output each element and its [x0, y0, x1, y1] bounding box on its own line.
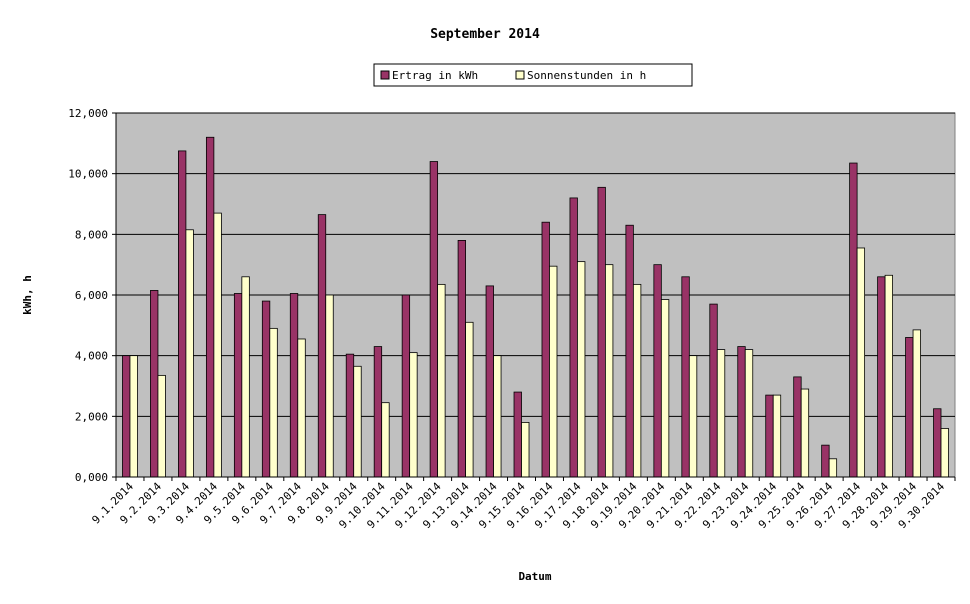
bar-sonnenstunden-19 [632, 283, 642, 478]
legend-label-ertrag: Ertrag in kWh [392, 69, 478, 82]
bar-ertrag-10 [373, 346, 383, 478]
legend-swatch-ertrag [380, 70, 390, 80]
bar-ertrag-4 [205, 136, 215, 478]
bar-sonnenstunden-26 [828, 458, 838, 478]
bar-ertrag-16 [541, 221, 550, 478]
bar-sonnenstunden-6 [269, 327, 278, 478]
y-axis-label: kWh, h [21, 275, 34, 315]
legend-label-sonnenstunden: Sonnenstunden in h [527, 69, 646, 82]
bar-sonnenstunden-24 [772, 394, 782, 478]
bar-ertrag-23 [737, 346, 746, 478]
bar-sonnenstunden-13 [465, 321, 474, 478]
bar-ertrag-9 [345, 353, 355, 478]
bar-sonnenstunden-9 [353, 365, 362, 478]
bar-sonnenstunden-11 [409, 352, 418, 478]
bar-ertrag-6 [261, 300, 271, 478]
y-tick-label: 2,000 [75, 410, 108, 423]
bar-sonnenstunden-4 [213, 212, 222, 478]
legend-swatch-sonnenstunden [515, 70, 525, 80]
legend: Ertrag in kWh Sonnenstunden in h [373, 63, 693, 87]
bar-sonnenstunden-3 [185, 229, 194, 478]
bar-ertrag-5 [233, 293, 243, 478]
bar-ertrag-28 [877, 276, 886, 478]
bar-ertrag-2 [150, 290, 159, 478]
bar-sonnenstunden-7 [297, 338, 306, 478]
bar-sonnenstunden-22 [716, 349, 726, 478]
bar-ertrag-12 [429, 161, 439, 478]
bar-sonnenstunden-28 [884, 274, 893, 478]
bar-sonnenstunden-30 [940, 428, 949, 478]
bar-ertrag-26 [821, 444, 830, 478]
bar-ertrag-22 [709, 303, 718, 478]
bar-ertrag-29 [905, 337, 914, 478]
bar-ertrag-24 [765, 394, 774, 478]
y-tick-label: 12,000 [68, 107, 108, 120]
bar-sonnenstunden-21 [688, 355, 698, 478]
y-tick-label: 10,000 [68, 168, 108, 181]
bar-sonnenstunden-10 [381, 402, 390, 478]
x-axis-label: Datum [518, 570, 551, 583]
bar-ertrag-11 [401, 294, 411, 478]
bar-sonnenstunden-5 [241, 276, 250, 478]
bar-sonnenstunden-23 [744, 349, 754, 478]
bar-ertrag-13 [457, 239, 466, 478]
bar-sonnenstunden-14 [493, 355, 502, 478]
bar-sonnenstunden-2 [157, 374, 166, 478]
bar-ertrag-1 [122, 355, 131, 478]
bar-ertrag-3 [178, 150, 187, 478]
bar-ertrag-15 [513, 391, 522, 478]
bar-sonnenstunden-20 [660, 299, 670, 478]
bar-ertrag-30 [933, 408, 942, 478]
x-axis-ticks: 9.1.20149.2.20149.3.20149.4.20149.5.2014… [89, 477, 956, 531]
plot-area [115, 112, 956, 478]
y-tick-label: 4,000 [75, 350, 108, 363]
bar-ertrag-20 [653, 264, 662, 478]
bar-sonnenstunden-16 [549, 265, 558, 478]
bar-ertrag-19 [625, 224, 634, 478]
bar-sonnenstunden-8 [325, 294, 334, 478]
bar-sonnenstunden-27 [856, 247, 866, 478]
bar-ertrag-27 [849, 162, 858, 478]
bar-ertrag-18 [597, 186, 606, 478]
bar-sonnenstunden-1 [129, 355, 138, 478]
bar-ertrag-25 [793, 376, 802, 478]
bar-ertrag-8 [317, 214, 327, 478]
bar-ertrag-14 [485, 285, 494, 478]
bars [122, 136, 949, 478]
bar-sonnenstunden-12 [437, 283, 446, 478]
y-tick-label: 6,000 [75, 289, 108, 302]
bar-sonnenstunden-29 [912, 329, 921, 478]
bar-sonnenstunden-15 [521, 421, 530, 478]
bar-ertrag-7 [289, 293, 299, 478]
bar-ertrag-17 [569, 197, 578, 478]
bar-ertrag-21 [681, 276, 690, 478]
bar-sonnenstunden-25 [800, 388, 810, 478]
legend-box [373, 63, 693, 87]
y-tick-label: 8,000 [75, 228, 108, 241]
bar-sonnenstunden-17 [577, 261, 586, 478]
y-tick-label: 0,000 [75, 471, 108, 484]
chart-title: September 2014 [430, 27, 540, 42]
bar-sonnenstunden-18 [605, 264, 614, 478]
